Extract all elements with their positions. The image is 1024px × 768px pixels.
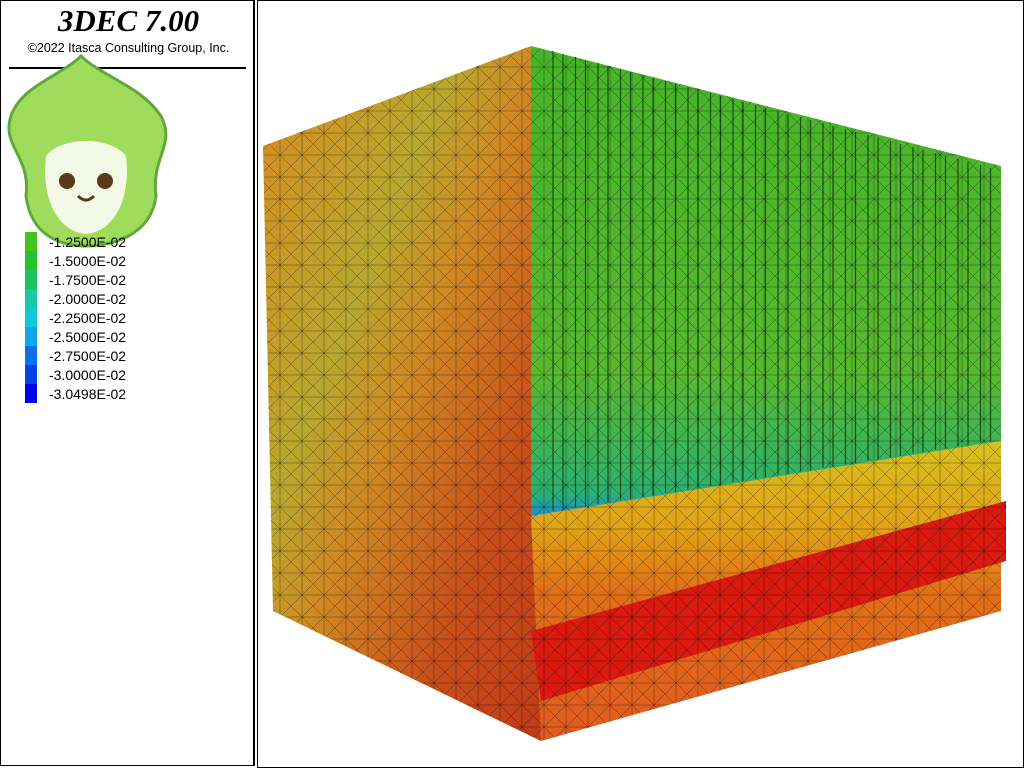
divider — [9, 67, 246, 69]
legend-item: -1.5000E-02 — [25, 251, 126, 270]
legend-item: -2.7500E-02 — [25, 346, 126, 365]
copyright: ©2022 Itasca Consulting Group, Inc. — [27, 41, 230, 55]
legend-item: -3.0000E-02 — [25, 365, 126, 384]
legend-label: -1.2500E-02 — [49, 233, 127, 250]
legend-label: -2.5000E-02 — [49, 328, 127, 345]
legend-label: -3.0498E-02 — [49, 385, 127, 402]
legend-item: -3.0498E-02 — [25, 384, 126, 403]
legend: -1.2500E-02 -1.5000E-02 -1.7500E-02 -2.0000… — [25, 232, 126, 403]
legend-label: -2.0000E-02 — [49, 290, 127, 307]
legend-item: -2.5000E-02 — [25, 327, 126, 346]
legend-swatch — [25, 327, 37, 346]
legend-swatch — [25, 365, 37, 384]
legend-item: -2.0000E-02 — [25, 289, 126, 308]
block-geometry — [263, 46, 1006, 741]
sticker — [7, 53, 168, 248]
legend-swatch — [25, 346, 37, 365]
model-view — [257, 0, 1024, 768]
legend-swatch — [25, 384, 37, 403]
legend-swatch — [25, 308, 37, 327]
legend-item: -1.7500E-02 — [25, 270, 126, 289]
legend-item: -2.2500E-02 — [25, 308, 126, 327]
legend-swatch — [25, 270, 37, 289]
legend-swatch — [25, 289, 37, 308]
legend-swatch — [25, 251, 37, 270]
app-title: 3DEC 7.00 — [57, 3, 200, 38]
legend-label: -2.2500E-02 — [49, 309, 127, 326]
legend-item: -1.2500E-02 — [25, 232, 126, 251]
legend-label: -1.7500E-02 — [49, 271, 127, 288]
legend-label: -2.7500E-02 — [49, 347, 127, 364]
legend-swatch — [25, 232, 37, 251]
legend-label: -1.5000E-02 — [49, 252, 127, 269]
legend-panel: 3DEC 7.00 ©2022 Itasca Consulting Group,… — [0, 0, 255, 766]
legend-label: -3.0000E-02 — [49, 366, 127, 383]
